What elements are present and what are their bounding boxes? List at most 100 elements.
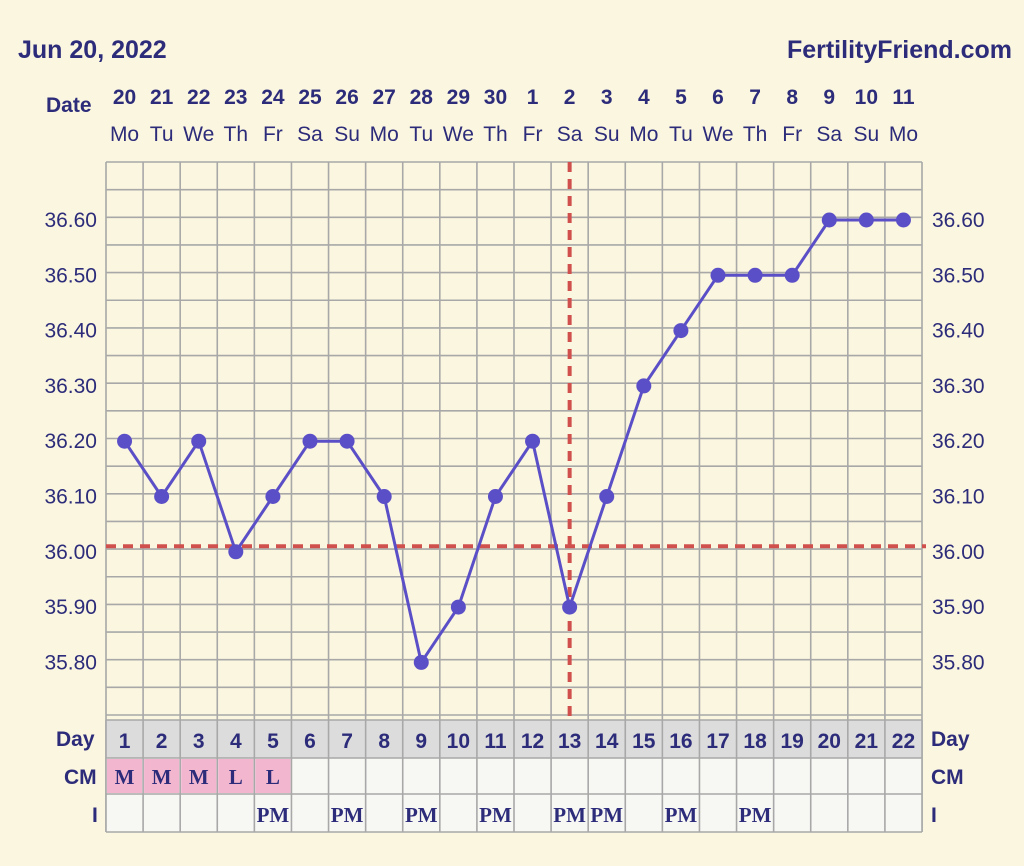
cycle-day-label: 3	[193, 730, 205, 753]
weekday-label: Fr	[263, 123, 283, 146]
weekday-label: Sa	[297, 123, 323, 146]
date-label: 29	[447, 86, 470, 109]
cm-cell-highlight	[144, 759, 180, 793]
intercourse-marker: PM	[331, 803, 364, 827]
weekday-label: Tu	[409, 123, 433, 146]
intercourse-marker: PM	[405, 803, 438, 827]
intercourse-marker: PM	[665, 803, 698, 827]
date-label: 11	[892, 86, 915, 109]
day-row-label-left: Day	[56, 728, 95, 751]
weekday-label: Sa	[557, 123, 583, 146]
intercourse-marker: PM	[739, 803, 772, 827]
temperature-point	[562, 599, 578, 615]
cycle-day-label: 6	[304, 730, 316, 753]
weekday-label: Mo	[889, 123, 918, 146]
axis-labels: 36.60 36.60 36.50 36.50 36.40 36.40 36.30 36.30…	[44, 86, 984, 827]
intercourse-marker: PM	[257, 803, 290, 827]
cycle-day-label: 7	[341, 730, 353, 753]
y-tick-label-right: 36.30	[932, 375, 985, 398]
cycle-day-label: 13	[558, 730, 581, 753]
cm-cell-highlight	[255, 759, 291, 793]
temperature-point	[487, 489, 503, 504]
temperature-point	[895, 212, 911, 228]
date-label: 7	[749, 86, 761, 109]
cycle-day-label: 15	[632, 730, 656, 753]
date-label: 23	[224, 86, 247, 109]
y-tick-label-right: 35.80	[932, 651, 985, 674]
y-tick-label-left: 36.10	[44, 486, 97, 509]
temperature-series	[117, 212, 911, 670]
cm-observation: L	[229, 765, 243, 789]
cm-observation: M	[189, 765, 209, 789]
weekday-label: Mo	[110, 123, 139, 146]
temperature-point	[413, 654, 429, 670]
temperature-point	[376, 489, 392, 504]
date-label: 28	[410, 86, 434, 109]
weekday-label: Su	[854, 123, 880, 146]
date-label: 6	[712, 86, 724, 109]
weekday-label: Fr	[523, 123, 543, 146]
weekday-label: Su	[334, 123, 360, 146]
cycle-day-label: 5	[267, 730, 279, 753]
grid	[105, 161, 923, 832]
temperature-point	[710, 267, 726, 283]
cm-row-label-left: CM	[64, 766, 97, 789]
date-label: 8	[786, 86, 798, 109]
cm-cell-highlight	[107, 759, 143, 793]
temperature-point	[191, 433, 207, 449]
temperature-point	[117, 433, 133, 449]
y-tick-label-right: 36.50	[932, 264, 985, 287]
reference-lines	[106, 162, 926, 720]
day-row-label-right: Day	[931, 728, 970, 751]
y-tick-label-left: 36.00	[44, 541, 97, 564]
temperature-point	[525, 433, 541, 449]
date-label: 9	[823, 86, 835, 109]
intercourse-marker: PM	[590, 803, 623, 827]
cycle-day-label: 9	[415, 730, 427, 753]
weekday-label: Th	[483, 123, 508, 146]
temperature-line	[123, 218, 904, 664]
cycle-day-label: 8	[378, 730, 390, 753]
date-label: 22	[187, 86, 210, 109]
date-label: 1	[527, 86, 539, 109]
weekday-label: Fr	[782, 123, 802, 146]
i-row-label-right: I	[931, 804, 937, 827]
cycle-day-label: 4	[230, 730, 242, 753]
temperature-point	[784, 267, 800, 283]
cycle-day-label: 14	[595, 730, 619, 753]
y-tick-label-left: 36.20	[44, 430, 97, 453]
cycle-day-label: 10	[447, 730, 470, 753]
date-label: 2	[564, 86, 576, 109]
cycle-day-label: 2	[156, 730, 168, 753]
brand-label: FertilityFriend.com	[787, 36, 1012, 64]
y-tick-label-right: 36.00	[932, 541, 985, 564]
y-tick-label-right: 36.10	[932, 486, 985, 509]
cm-row-label-right: CM	[931, 766, 964, 789]
temperature-point	[450, 599, 466, 615]
y-tick-label-right: 36.40	[932, 320, 985, 343]
date-label: 21	[150, 86, 174, 109]
bottom-rows	[105, 719, 923, 833]
date-label: 5	[675, 86, 687, 109]
weekday-label: We	[702, 123, 733, 146]
temperature-point	[673, 323, 689, 339]
cm-observation: L	[266, 765, 280, 789]
temperature-point	[821, 212, 837, 228]
temperature-point	[339, 433, 355, 449]
intercourse-marker: PM	[553, 803, 586, 827]
date-label: 25	[298, 86, 322, 109]
weekday-label: Th	[224, 123, 249, 146]
y-tick-label-left: 36.30	[44, 375, 97, 398]
weekday-label: Th	[743, 123, 768, 146]
i-row-label-left: I	[92, 804, 98, 827]
cycle-day-label: 17	[706, 730, 729, 753]
y-tick-label-left: 36.60	[44, 209, 97, 232]
temperature-point	[858, 212, 874, 228]
cycle-day-label: 12	[521, 730, 544, 753]
intercourse-marker: PM	[479, 803, 512, 827]
date-label: 27	[373, 86, 396, 109]
temperature-point	[636, 378, 652, 394]
cycle-day-label: 20	[818, 730, 841, 753]
